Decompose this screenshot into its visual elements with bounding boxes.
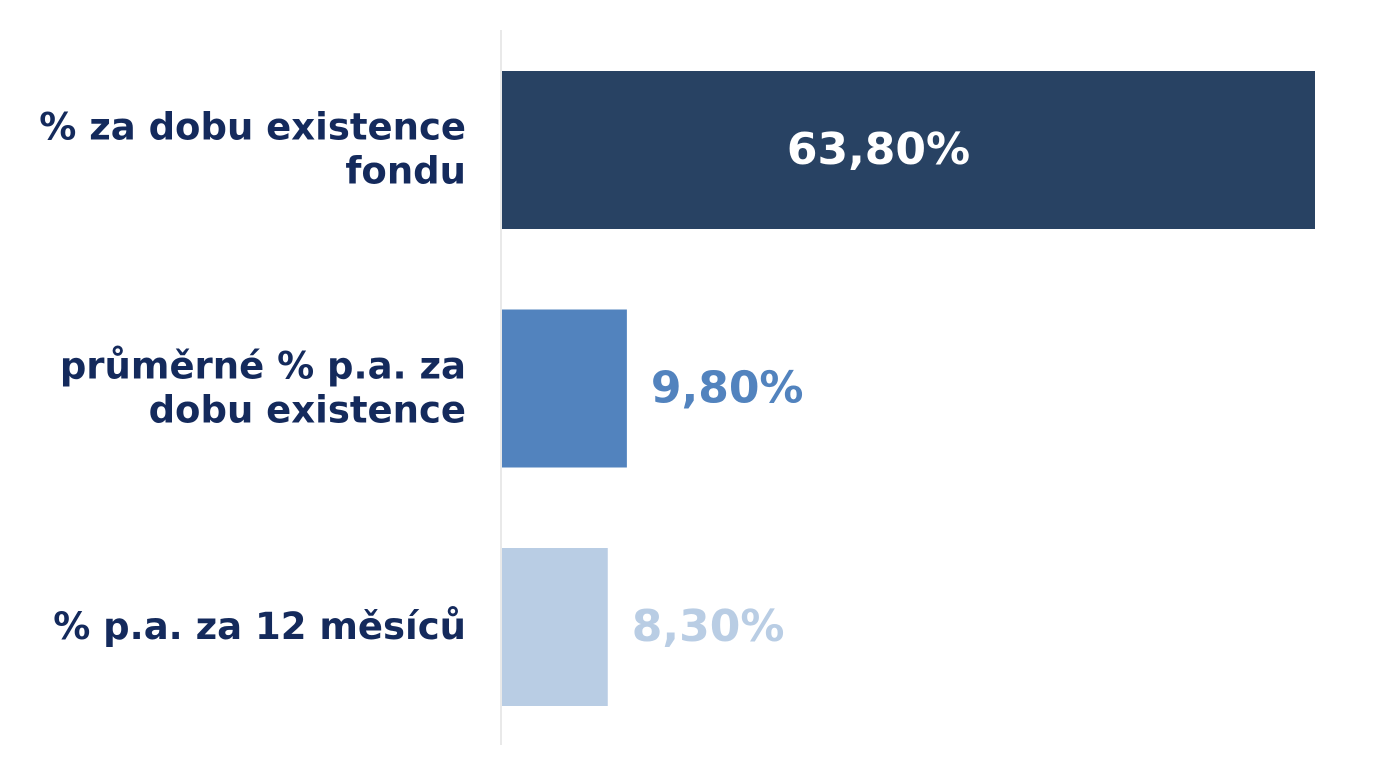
category-label: % p.a. za 12 měsíců: [53, 604, 466, 648]
bar: [502, 548, 608, 706]
value-label: 63,80%: [787, 124, 970, 175]
bar: [502, 71, 1315, 229]
value-label: 8,30%: [632, 601, 785, 652]
value-label: 9,80%: [651, 363, 804, 414]
category-label: průměrné % p.a. za dobu existence: [59, 344, 466, 432]
category-label: % za dobu existence fondu: [39, 105, 466, 193]
bar: [502, 309, 627, 468]
